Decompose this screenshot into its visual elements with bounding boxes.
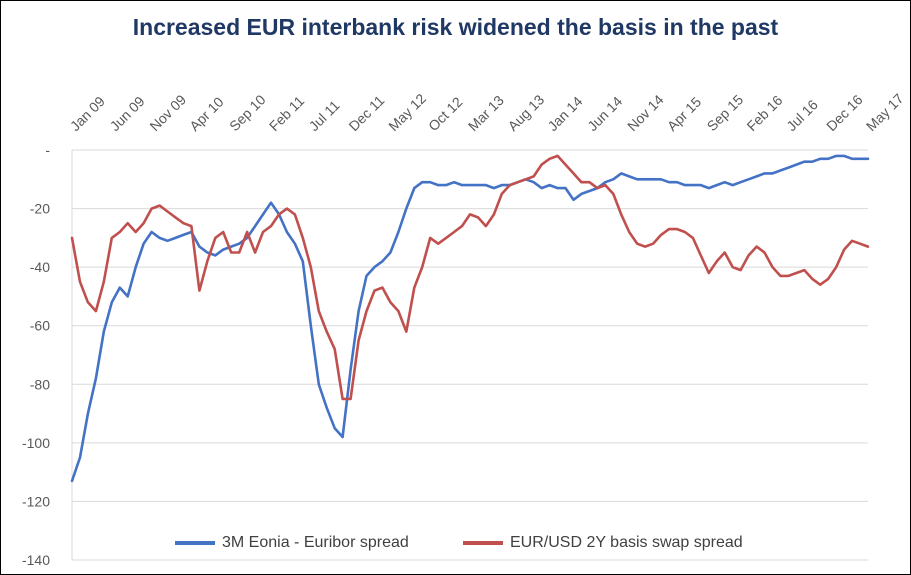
legend-item-basis-swap: EUR/USD 2Y basis swap spread xyxy=(463,534,743,552)
legend-swatch-red xyxy=(463,541,503,545)
x-tick-label: Nov 14 xyxy=(624,91,667,134)
series-line-0 xyxy=(70,154,870,483)
legend-swatch-blue xyxy=(175,541,215,545)
legend-label: 3M Eonia - Euribor spread xyxy=(222,534,409,551)
x-tick-label: Apr 10 xyxy=(186,93,227,134)
x-tick-label: Feb 16 xyxy=(743,92,785,134)
x-tick-label: Nov 09 xyxy=(146,91,189,134)
y-tick-label: -60 xyxy=(30,318,50,334)
x-tick-label: Dec 16 xyxy=(823,91,866,134)
x-tick-label: Feb 11 xyxy=(266,93,308,135)
x-tick-label: Mar 13 xyxy=(465,92,507,134)
y-tick-label: -140 xyxy=(22,552,50,568)
legend: 3M Eonia - Euribor spread EUR/USD 2Y bas… xyxy=(0,534,911,556)
x-tick-label: Jul 16 xyxy=(783,96,821,134)
x-tick-label: Jun 14 xyxy=(584,93,625,134)
x-tick-label: Sep 10 xyxy=(226,91,269,134)
series-line-1 xyxy=(70,154,870,401)
legend-item-eonia-euribor: 3M Eonia - Euribor spread xyxy=(175,534,409,552)
y-tick-label: -20 xyxy=(30,201,50,217)
x-tick-label: Jun 09 xyxy=(107,93,148,134)
chart-title: Increased EUR interbank risk widened the… xyxy=(132,14,779,40)
x-tick-label: Apr 15 xyxy=(664,93,705,134)
x-tick-label: Dec 11 xyxy=(345,92,387,134)
x-tick-label: May 17 xyxy=(863,90,907,134)
y-tick-label: -80 xyxy=(30,376,50,392)
x-tick-label: Jul 11 xyxy=(306,97,343,134)
legend-label: EUR/USD 2Y basis swap spread xyxy=(510,534,743,551)
x-tick-label: Jan 09 xyxy=(67,93,108,134)
y-tick-label: -40 xyxy=(30,259,50,275)
x-tick-label: Oct 12 xyxy=(425,93,466,134)
x-tick-label: Jan 14 xyxy=(544,93,585,134)
y-tick-label: -120 xyxy=(22,493,50,509)
y-tick-label: - xyxy=(45,142,50,158)
y-tick-label: -100 xyxy=(22,435,50,451)
x-tick-label: Aug 13 xyxy=(505,91,548,134)
x-tick-label: Sep 15 xyxy=(704,91,747,134)
x-tick-label: May 12 xyxy=(385,90,429,134)
